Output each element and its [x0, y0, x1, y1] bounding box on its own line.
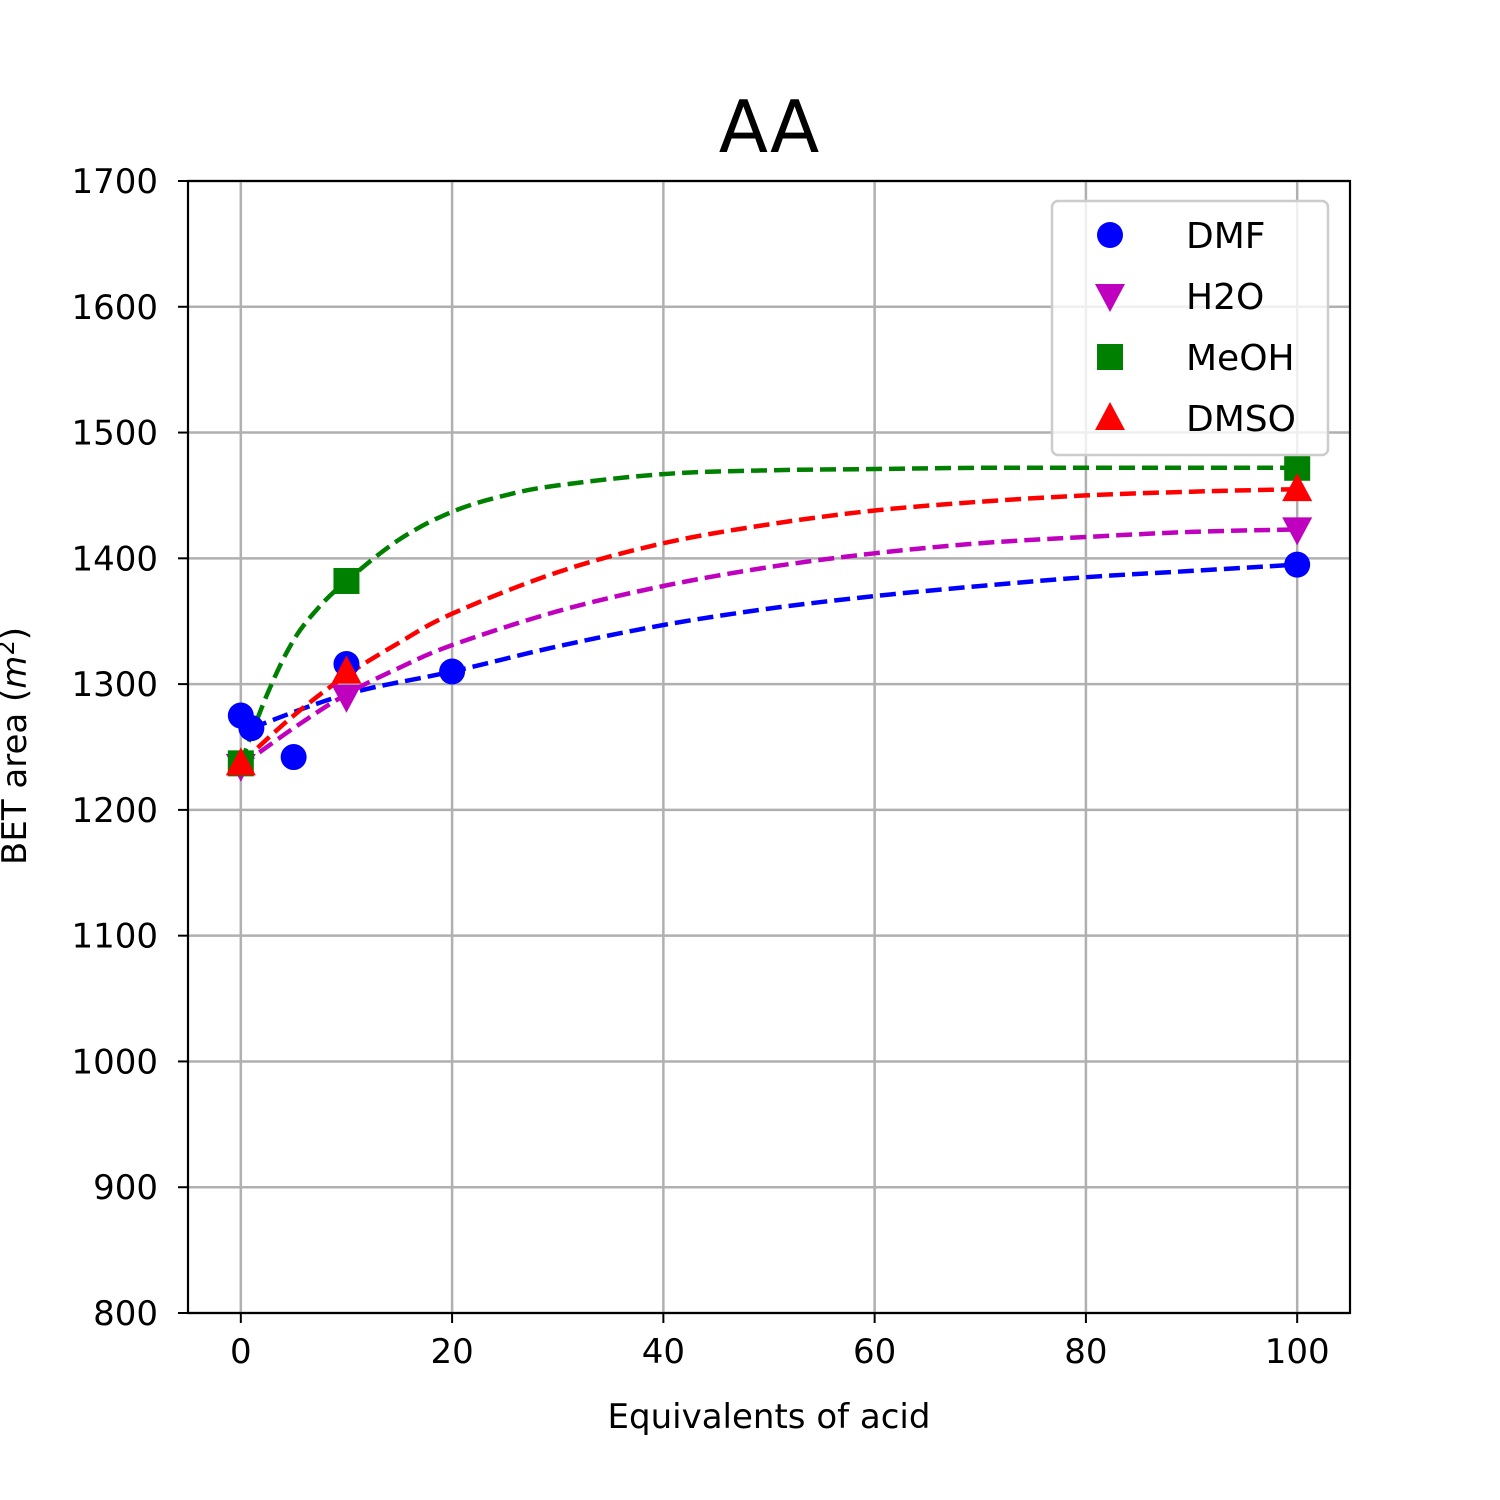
legend-label-meoh: MeOH: [1186, 338, 1295, 379]
x-tick-label: 100: [1265, 1332, 1330, 1372]
y-tick-label: 1100: [71, 917, 158, 957]
y-tick-label: 1300: [71, 665, 158, 705]
legend-box: [1050, 199, 1330, 457]
data-point-dmso: [1282, 473, 1313, 502]
x-tick-label: 0: [230, 1332, 252, 1372]
y-axis-label: BET area (m2): [0, 627, 35, 865]
legend-marker-dmf: [1097, 222, 1123, 248]
x-tick-label: 60: [853, 1332, 896, 1372]
y-axis-label-unit: m: [0, 656, 35, 689]
y-tick-label: 1700: [71, 162, 158, 202]
y-tick-label: 1600: [71, 288, 158, 328]
y-tick-label: 1000: [71, 1042, 158, 1082]
chart-title: AA: [719, 85, 820, 169]
data-point-dmf: [439, 658, 466, 685]
legend-marker-dmso: [1095, 402, 1125, 430]
legend-label-h2o: H2O: [1186, 277, 1264, 318]
x-tick-label: 80: [1064, 1332, 1107, 1372]
legend-marker-meoh: [1097, 344, 1123, 370]
fit-curve-h2o: [239, 527, 1298, 768]
data-point-dmso: [225, 747, 256, 776]
y-axis-label-main: BET area (: [0, 689, 35, 865]
data-point-dmso: [331, 655, 362, 684]
data-point-dmf: [1284, 551, 1311, 578]
data-points: [225, 454, 1313, 782]
y-tick-label: 1500: [71, 414, 158, 454]
legend-marker-h2o: [1095, 284, 1125, 312]
axis-ticks: 0 20 40 60 80 100 800 900 1000 1100 1200 1300 1400 15…: [71, 162, 1329, 1372]
y-tick-label: 800: [93, 1294, 158, 1334]
data-point-dmf: [238, 715, 265, 742]
y-tick-label: 900: [93, 1168, 158, 1208]
y-axis-label-close: ): [0, 627, 35, 640]
fit-curve-dmf: [250, 562, 1298, 731]
y-axis-label-exponent: 2: [0, 640, 20, 655]
legend-label-dmso: DMSO: [1186, 399, 1296, 440]
x-tick-label: 20: [430, 1332, 473, 1372]
x-axis-label: Equivalents of acid: [608, 1397, 931, 1437]
plot-frame: [186, 179, 1352, 1315]
data-point-h2o: [331, 684, 362, 713]
legend-label-dmf: DMF: [1186, 216, 1266, 257]
data-point-meoh: [333, 567, 360, 594]
x-tick-label: 40: [642, 1332, 685, 1372]
y-tick-label: 1200: [71, 791, 158, 831]
legend: DMF H2O MeOH DMSO: [1050, 199, 1330, 457]
data-point-dmf: [280, 744, 307, 771]
y-tick-label: 1400: [71, 539, 158, 579]
data-point-h2o: [1282, 517, 1313, 546]
fit-curve-meoh: [238, 465, 1298, 765]
